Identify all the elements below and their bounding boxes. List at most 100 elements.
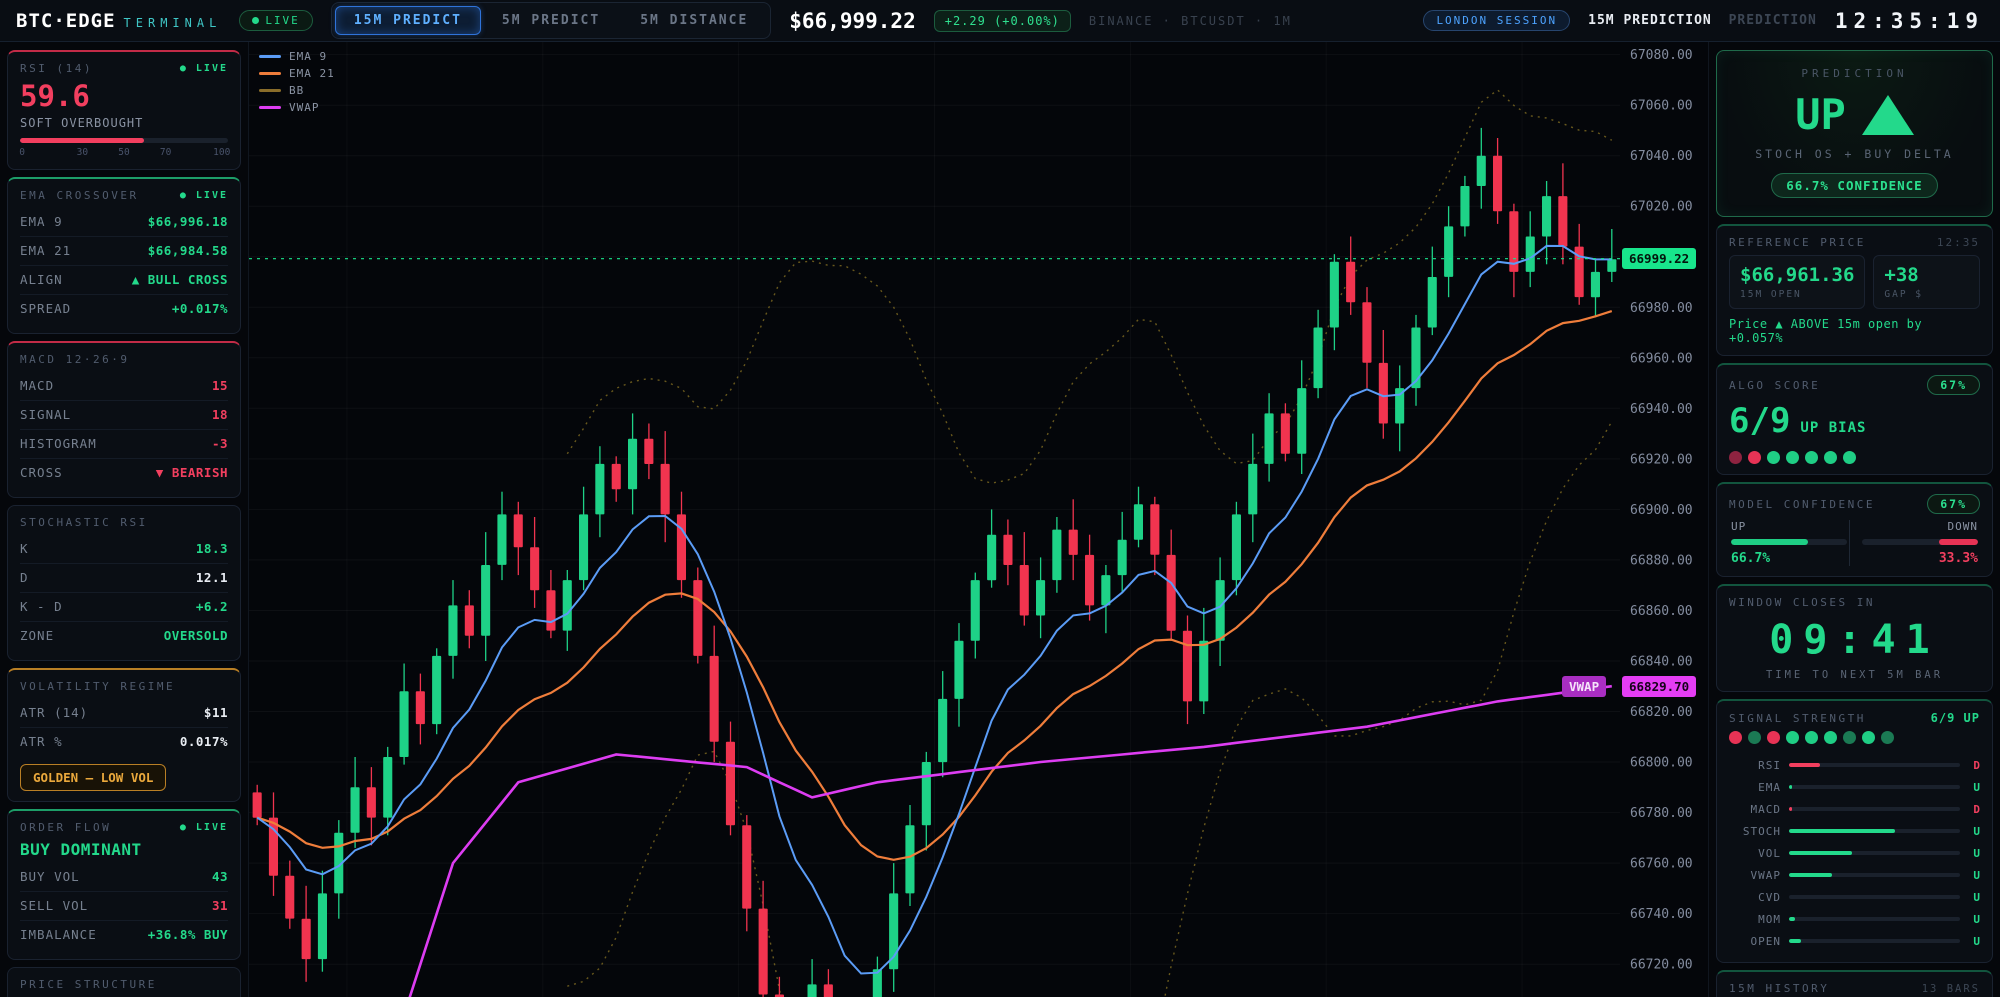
score-dot — [1767, 731, 1780, 744]
kv-row: MACD 15 — [20, 372, 228, 400]
kv-key: ATR (14) — [20, 705, 89, 721]
gap-box: +38 GAP $ — [1873, 255, 1980, 309]
legend-item-ema-21: EMA 21 — [259, 67, 335, 80]
ema-title: EMA CROSSOVER — [20, 188, 139, 202]
signal-direction: D — [1973, 758, 1980, 772]
clock: 12:35:19 — [1834, 8, 1984, 33]
signal-bar — [1789, 807, 1960, 811]
kv-value: $66,996.18 — [147, 214, 228, 230]
rsi-value: 59.6 — [20, 79, 90, 113]
kv-key: HISTOGRAM — [20, 436, 97, 452]
score-dot — [1748, 731, 1761, 744]
mode-indicator: 15M PREDICTION PREDICTION — [1588, 13, 1817, 28]
model-down-column: DOWN 33.3% — [1849, 520, 1980, 566]
kv-value: ▼ BEARISH — [155, 465, 228, 481]
signal-row-rsi: RSI D — [1729, 754, 1980, 776]
signals-summary: 6/9 UP — [1930, 711, 1980, 725]
kv-row: D 12.1 — [20, 562, 228, 592]
kv-key: K — [20, 541, 29, 557]
score-dot — [1748, 451, 1761, 464]
scale-tick: 100 — [213, 146, 231, 158]
model-confidence-pill: 67% — [1927, 494, 1980, 514]
stoch-title: STOCHASTIC RSI — [20, 515, 148, 529]
mode-secondary: PREDICTION — [1728, 13, 1817, 28]
svg-text:67020.00: 67020.00 — [1630, 200, 1693, 215]
signal-bar — [1789, 763, 1960, 767]
svg-text:66780.00: 66780.00 — [1630, 806, 1693, 821]
legend-item-vwap: VWAP — [259, 101, 335, 114]
mode-primary: 15M PREDICTION — [1588, 13, 1712, 28]
signal-bar — [1789, 873, 1960, 877]
score-dot — [1805, 451, 1818, 464]
kv-value: 18 — [211, 407, 228, 423]
chart-area[interactable]: EMA 9 EMA 21 BB VWAP 67080.00 67060.00 670… — [248, 42, 1709, 997]
kv-row: ALIGN ▲ BULL CROSS — [20, 264, 228, 294]
prediction-title: PREDICTION — [1801, 67, 1908, 80]
kv-value: 43 — [211, 869, 228, 885]
signal-label: RSI — [1758, 758, 1781, 772]
kv-value: 12.1 — [195, 570, 228, 586]
svg-text:66980.00: 66980.00 — [1630, 301, 1693, 316]
score-dot — [1824, 731, 1837, 744]
signal-row-open: OPEN U — [1729, 930, 1981, 952]
session-badge[interactable]: LONDON SESSION — [1423, 10, 1571, 31]
score-dot — [1786, 731, 1799, 744]
kv-row: ZONE OVERSOLD — [20, 620, 228, 650]
tab-5m-predict[interactable]: 5M PREDICT — [501, 13, 601, 28]
kv-value: +36.8% BUY — [147, 927, 228, 943]
window-title: WINDOW CLOSES IN — [1729, 596, 1875, 609]
prediction-direction-text: UP — [1795, 90, 1846, 139]
signal-row-stoch: STOCH U — [1729, 820, 1980, 842]
kv-row: K - D +6.2 — [20, 591, 228, 621]
order-flow-card: ORDER FLOW ● LIVE BUY DOMINANT BUY VOL 4… — [7, 808, 241, 960]
reference-note: Price ▲ ABOVE 15m open by +0.057% — [1729, 317, 1923, 345]
model-down-bar — [1862, 539, 1978, 545]
signal-bar — [1789, 939, 1960, 943]
score-dot — [1843, 451, 1856, 464]
predict-mode-tabs: 15M PREDICT 5M PREDICT 5M DISTANCE — [330, 2, 772, 39]
svg-text:66900.00: 66900.00 — [1630, 503, 1693, 518]
kv-key: SPREAD — [20, 301, 72, 317]
kv-key: MACD — [20, 378, 55, 394]
svg-text:66720.00: 66720.00 — [1630, 958, 1693, 973]
live-label: LIVE — [265, 14, 300, 27]
open-price-box: $66,961.36 15M OPEN — [1729, 255, 1866, 309]
score-dot — [1729, 451, 1742, 464]
current-price: $66,999.22 — [789, 8, 916, 33]
svg-text:67040.00: 67040.00 — [1630, 149, 1693, 164]
kv-key: K - D — [20, 599, 63, 615]
model-up-bar — [1731, 539, 1847, 545]
prediction-reason: STOCH OS + BUY DELTA — [1755, 147, 1954, 161]
algo-score-pill: 67% — [1927, 375, 1980, 395]
legend-label: EMA 21 — [289, 67, 335, 80]
legend-swatch — [259, 72, 281, 75]
kv-row: EMA 9 $66,996.18 — [20, 208, 228, 236]
model-confidence-card: MODEL CONFIDENCE 67% UP 66.7% DOWN 33.3% — [1716, 482, 1993, 577]
kv-row: BUY VOL 43 — [20, 863, 228, 891]
signal-label: MOM — [1758, 912, 1781, 926]
signal-row-vwap: VWAP U — [1729, 864, 1981, 886]
signal-direction: U — [1973, 780, 1980, 794]
vwap-axis-label-value: 66829.70 — [1622, 676, 1697, 697]
kv-value: ▲ BULL CROSS — [131, 272, 228, 288]
signal-bar — [1789, 851, 1960, 855]
signal-rows: RSI D EMA U MACD D STOCH U VOL — [1729, 754, 1980, 952]
tab-5m-distance[interactable]: 5M DISTANCE — [640, 13, 749, 28]
signal-label: VWAP — [1750, 868, 1781, 882]
svg-text:66740.00: 66740.00 — [1630, 907, 1693, 922]
up-triangle-icon — [1861, 94, 1914, 135]
score-dot — [1786, 451, 1799, 464]
scale-tick: 30 — [76, 146, 89, 158]
history-title: 15M HISTORY — [1729, 982, 1830, 995]
rsi-scale: 0 30 50 70 100 — [19, 146, 231, 159]
svg-text:67060.00: 67060.00 — [1630, 99, 1693, 114]
tab-15m-predict[interactable]: 15M PREDICT — [334, 6, 481, 35]
legend-item-bb: BB — [259, 84, 335, 97]
brand-suffix: TERMINAL — [123, 15, 222, 30]
signal-direction: U — [1973, 846, 1980, 860]
current-price-axis-label: 66999.22 — [1622, 247, 1697, 269]
ema-crossover-card: EMA CROSSOVER ● LIVE EMA 9 $66,996.18 EMA… — [7, 176, 241, 334]
model-down-value: 33.3% — [1938, 551, 1978, 566]
right-sidebar: PREDICTION UP STOCH OS + BUY DELTA 66.7%… — [1709, 42, 2000, 997]
svg-text:67080.00: 67080.00 — [1630, 48, 1693, 63]
